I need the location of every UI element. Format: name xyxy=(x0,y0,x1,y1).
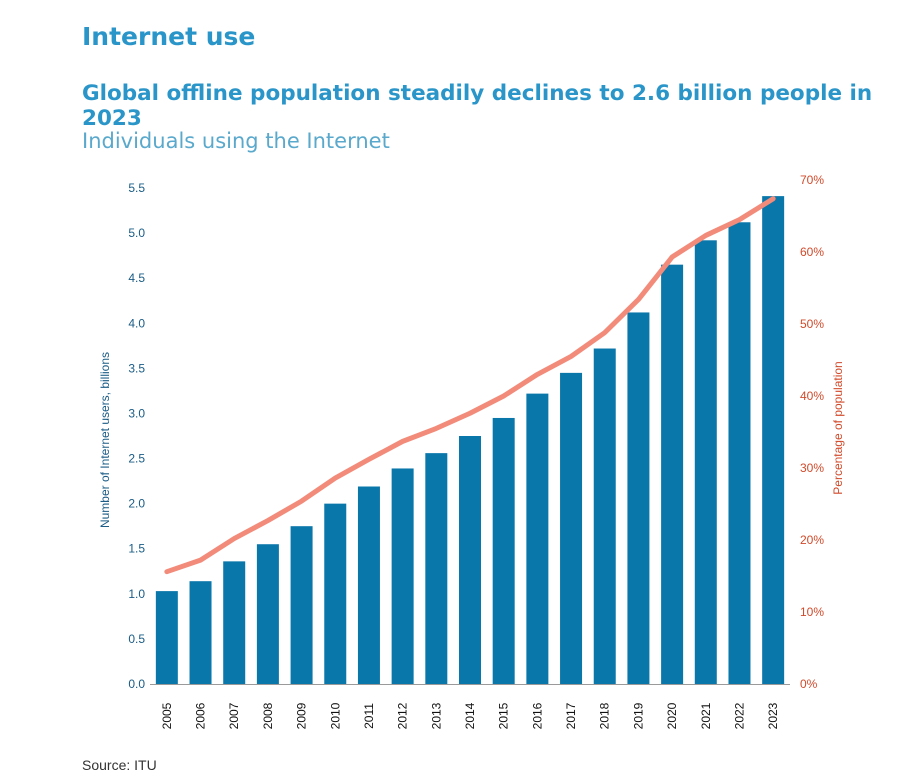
y-left-tick-label: 3.0 xyxy=(128,406,145,420)
x-tick-label: 2015 xyxy=(497,702,511,729)
y-right-tick-label: 40% xyxy=(800,389,824,403)
y-left-tick-label: 0.5 xyxy=(128,632,145,646)
x-tick-label: 2012 xyxy=(396,702,410,729)
x-tick-label: 2010 xyxy=(328,702,342,729)
source-note: Source: ITU xyxy=(82,757,157,773)
bar-2020 xyxy=(661,264,684,684)
x-tick-label: 2006 xyxy=(194,702,208,729)
y-right-tick-label: 50% xyxy=(800,317,824,331)
bar-series xyxy=(155,196,785,684)
bar-2008 xyxy=(256,544,279,684)
bar-2018 xyxy=(593,348,616,684)
x-tick-label: 2019 xyxy=(631,702,645,729)
y-right-tick-label: 20% xyxy=(800,533,824,547)
y-left-tick-label: 2.5 xyxy=(128,452,145,466)
axes: 2005 2006 2007 2008 2009 2010 2011 2012 2013 2014… xyxy=(98,173,845,729)
y-left-tick-label: 1.5 xyxy=(128,542,145,556)
x-tick-label: 2013 xyxy=(429,702,443,729)
bar-2007 xyxy=(223,561,246,684)
x-tick-label: 2005 xyxy=(160,702,174,729)
bar-2021 xyxy=(694,240,717,684)
y-right-tick-label: 10% xyxy=(800,605,824,619)
y-right-tick-label: 60% xyxy=(800,245,824,259)
bar-2012 xyxy=(391,468,414,684)
y-left-axis-label: Number of Internet users, billions xyxy=(98,352,112,528)
chart-subtitle: Individuals using the Internet xyxy=(82,129,390,153)
y-left-tick-label: 0.0 xyxy=(128,677,145,691)
y-right-tick-label: 30% xyxy=(800,461,824,475)
bar-2005 xyxy=(155,591,178,684)
bar-2017 xyxy=(560,372,583,684)
y-left-tick-label: 4.0 xyxy=(128,316,145,330)
y-left-tick-label: 5.0 xyxy=(128,226,145,240)
x-tick-label: 2023 xyxy=(766,702,780,729)
x-tick-label: 2017 xyxy=(564,702,578,729)
bar-2022 xyxy=(728,222,751,684)
x-tick-label: 2011 xyxy=(362,703,376,729)
section-title: Internet use xyxy=(82,22,256,51)
x-tick-label: 2014 xyxy=(463,702,477,729)
bar-2016 xyxy=(526,393,549,684)
bar-2019 xyxy=(627,312,650,684)
bar-2013 xyxy=(425,453,448,684)
x-tick-label: 2018 xyxy=(598,702,612,729)
x-tick-label: 2022 xyxy=(732,702,746,729)
x-tick-label: 2016 xyxy=(530,702,544,729)
bar-2014 xyxy=(459,436,481,684)
line-series xyxy=(164,196,776,575)
y-left-tick-label: 3.5 xyxy=(128,361,145,375)
y-right-tick-label: 0% xyxy=(800,677,818,691)
bar-2011 xyxy=(357,486,380,684)
x-tick-label: 2020 xyxy=(665,702,679,729)
x-tick-label: 2007 xyxy=(227,702,241,729)
x-tick-label: 2021 xyxy=(699,702,713,729)
y-left-tick-label: 2.0 xyxy=(128,497,145,511)
y-left-tick-label: 5.5 xyxy=(128,181,145,195)
y-right-tick-label: 70% xyxy=(800,173,824,187)
bar-2015 xyxy=(492,417,515,684)
bar-2023 xyxy=(762,196,785,684)
bar-2010 xyxy=(324,503,347,684)
y-left-tick-label: 1.0 xyxy=(128,587,145,601)
x-tick-label: 2009 xyxy=(295,702,309,729)
x-tick-label: 2008 xyxy=(261,702,275,729)
bar-2009 xyxy=(290,526,313,684)
bar-2006 xyxy=(189,581,212,684)
y-right-axis-label: Percentage of population xyxy=(831,361,845,494)
chart-headline: Global offline population steadily decli… xyxy=(82,81,873,131)
y-left-tick-label: 4.5 xyxy=(128,271,145,285)
